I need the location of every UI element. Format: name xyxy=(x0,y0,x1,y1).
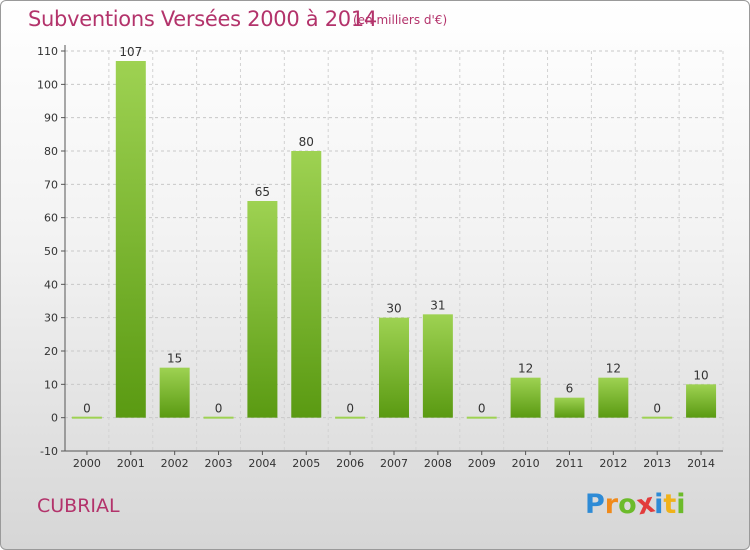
bar xyxy=(247,201,278,418)
bar-value-label: 0 xyxy=(346,402,354,416)
logo-letter: r xyxy=(604,489,619,520)
bar xyxy=(71,416,102,419)
bar-value-label: 15 xyxy=(167,352,182,366)
proxiti-logo: Proxiti xyxy=(585,488,686,522)
logo-letter: o xyxy=(618,489,637,520)
bar xyxy=(291,151,322,418)
logo-letter: t xyxy=(663,489,677,520)
x-tick-label: 2005 xyxy=(292,457,320,470)
bar-value-label: 12 xyxy=(606,362,621,376)
x-tick-label: 2002 xyxy=(161,457,189,470)
bar-value-label: 31 xyxy=(430,298,445,312)
logo-letter: i xyxy=(676,489,686,520)
x-tick-label: 2009 xyxy=(468,457,496,470)
x-tick-label: 2008 xyxy=(424,457,452,470)
x-tick-label: 2006 xyxy=(336,457,364,470)
y-tick-label: 10 xyxy=(44,378,58,391)
x-tick-label: 2003 xyxy=(205,457,233,470)
commune-name: CUBRIAL xyxy=(37,495,120,517)
bars xyxy=(71,61,717,419)
x-tick-label: 2007 xyxy=(380,457,408,470)
x-tick-label: 2001 xyxy=(117,457,145,470)
y-tick-label: 80 xyxy=(44,145,58,158)
y-tick-label: 50 xyxy=(44,245,58,258)
y-tick-label: 20 xyxy=(44,345,58,358)
y-tick-label: 100 xyxy=(37,78,58,91)
bar xyxy=(686,384,717,418)
y-tick-label: 60 xyxy=(44,212,58,225)
y-tick-label: 90 xyxy=(44,112,58,125)
bar-value-label: 12 xyxy=(518,362,533,376)
bar xyxy=(598,377,629,418)
chart-subtitle: (en milliers d'€) xyxy=(353,13,448,27)
y-tick-label: 0 xyxy=(51,412,58,425)
y-tick-label: 110 xyxy=(37,45,58,58)
logo-letter: i xyxy=(654,489,664,520)
bar xyxy=(379,317,409,418)
bar xyxy=(203,416,234,419)
x-tick-label: 2014 xyxy=(687,457,715,470)
bar-value-label: 0 xyxy=(653,402,661,416)
bar-value-label: 65 xyxy=(255,185,270,199)
bar-value-label: 30 xyxy=(386,302,401,316)
x-tick-label: 2012 xyxy=(599,457,627,470)
bar xyxy=(510,377,541,418)
bar-value-label: 0 xyxy=(215,402,223,416)
labels: 0 107 15 0 65 80 0 30 31 0 12 6 12 0 10 xyxy=(83,45,709,416)
y-tick-label: 30 xyxy=(44,312,58,325)
x-tick-label: 2010 xyxy=(512,457,540,470)
bar xyxy=(466,416,497,419)
y-tick-label: -10 xyxy=(40,445,58,458)
bar-value-label: 107 xyxy=(119,45,142,59)
bar-value-label: 10 xyxy=(693,368,708,382)
bar xyxy=(642,416,673,419)
bar-value-label: 6 xyxy=(566,382,574,396)
bar-value-label: 80 xyxy=(299,135,314,149)
y-tick-label: 70 xyxy=(44,178,58,191)
bar-value-label: 0 xyxy=(478,402,486,416)
bar xyxy=(335,416,366,419)
bar xyxy=(422,314,453,418)
chart-title: Subventions Versées 2000 à 2014 xyxy=(28,7,377,31)
logo-letter: P xyxy=(585,489,605,520)
bar xyxy=(159,367,190,418)
bar xyxy=(554,397,585,418)
bar xyxy=(115,61,146,418)
y-tick-label: 40 xyxy=(44,278,58,291)
bar-value-label: 0 xyxy=(83,402,91,416)
x-tick-label: 2000 xyxy=(73,457,101,470)
x-tick-label: 2011 xyxy=(555,457,583,470)
x-tick-label: 2004 xyxy=(248,457,276,470)
x-tick-label: 2013 xyxy=(643,457,671,470)
